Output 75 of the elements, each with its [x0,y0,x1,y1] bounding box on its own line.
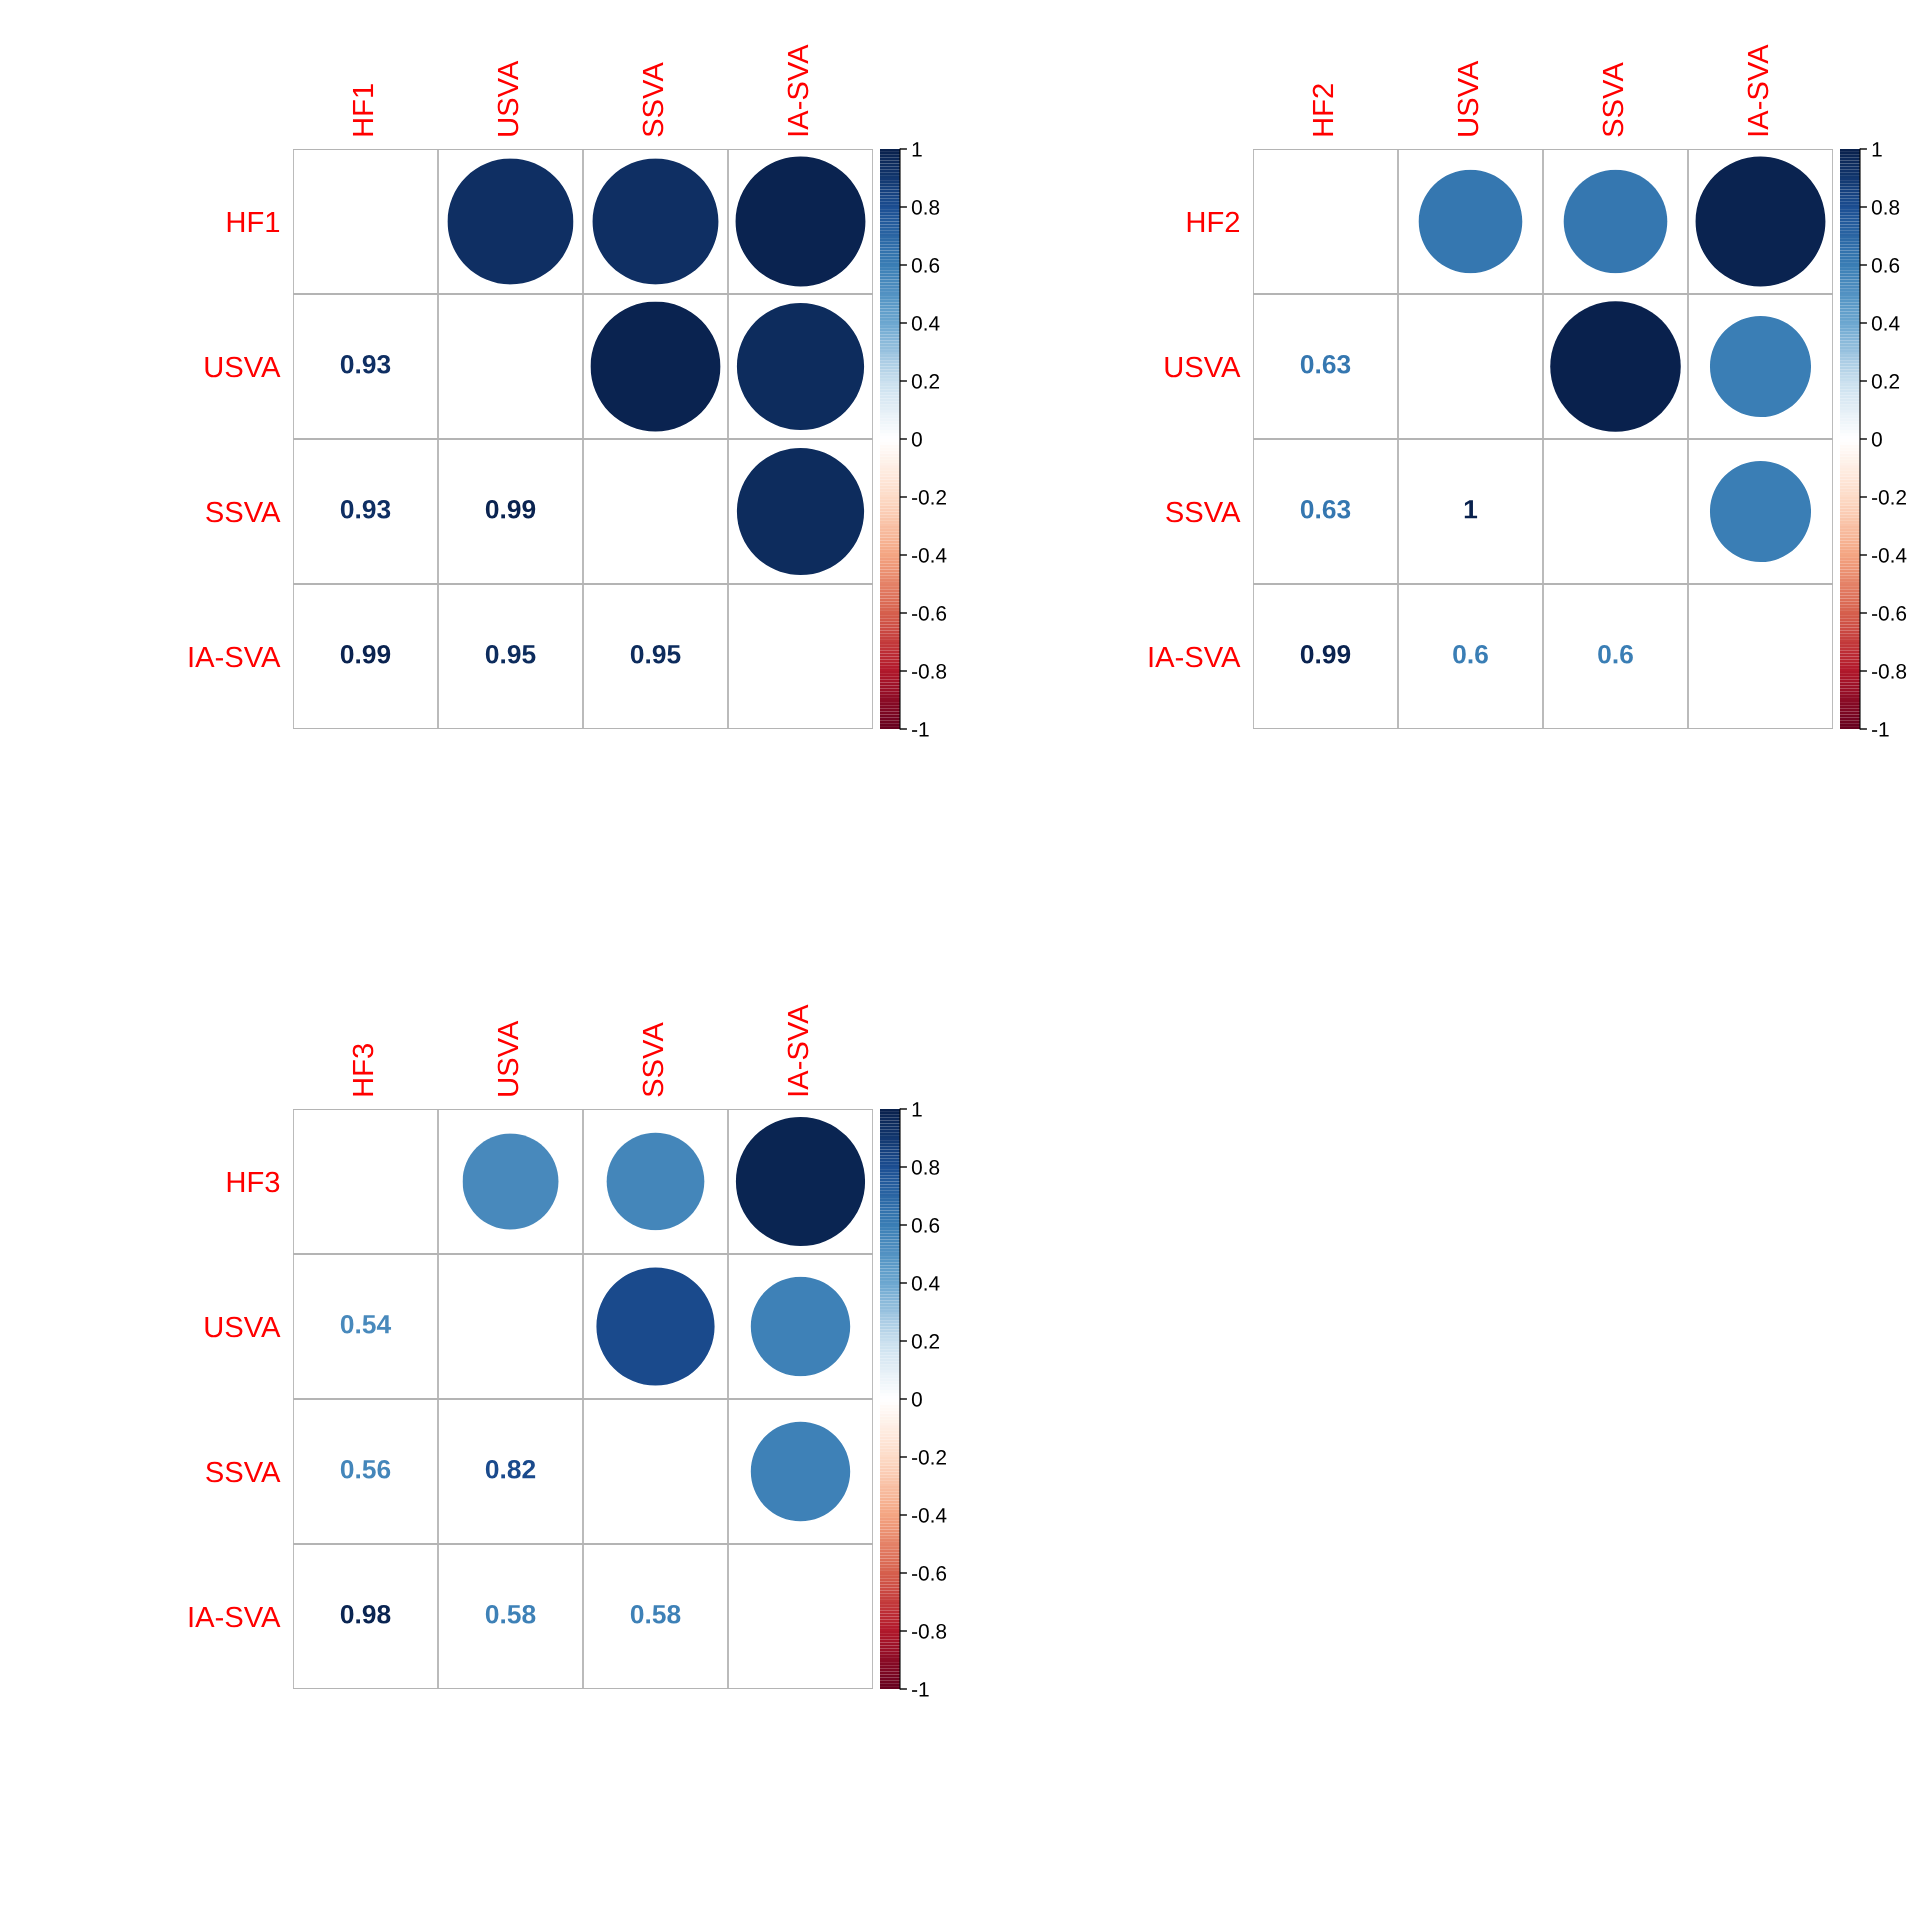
text: 1 [1464,500,1478,519]
color-bar-label: 0.2 [1871,374,1900,389]
y-tick-label: IA-SVA [189,646,281,668]
text: 0.58 [485,1604,536,1624]
color-bar-label: 0.6 [911,1218,940,1233]
color-bar-label: -0.8 [912,664,947,679]
x-tick-label: USVA [497,1020,519,1096]
y-tick-label: USVA [1165,356,1241,378]
text: 0.98 [340,1604,391,1624]
color-bar-label: 0.8 [1871,200,1900,215]
color-bar-label: 0.4 [911,316,940,331]
y-tick-label: USVA [205,356,281,378]
text: 0.63 [1300,499,1351,519]
y-tick-label: SSVA [206,501,281,523]
x-tick-label: USVA [497,60,519,136]
color-bar-label: -1 [1872,722,1889,737]
y-tick-label: HF1 [227,212,280,233]
text: 0.56 [340,1459,391,1479]
color-bar-label: -0.4 [1872,548,1907,563]
x-tick-label: SSVA [1602,62,1624,137]
color-bar-label: -0.8 [1872,664,1907,679]
text: 0.99 [340,644,391,664]
color-bar-label: 0 [911,432,922,447]
color-bar-label: 0.8 [911,200,940,215]
y-tick-label: HF2 [1187,211,1240,233]
x-tick-label: HF2 [1312,84,1334,136]
text: 0.63 [1300,354,1351,374]
text: 0.99 [485,499,536,519]
x-tick-label: HF1 [352,84,374,136]
color-bar-label: 0.6 [1871,258,1900,273]
color-bar-label: -1 [912,722,929,737]
x-tick-label: HF3 [352,1044,374,1096]
color-bar-label: -0.8 [912,1624,947,1639]
x-tick-label: USVA [1457,60,1479,136]
text: 0.6 [1453,644,1488,664]
color-bar-label: 0.2 [911,374,940,389]
y-tick-label: USVA [205,1316,281,1338]
y-tick-label: HF3 [227,1171,280,1193]
text: 0.93 [340,499,391,519]
color-bar-label: 0.2 [911,1334,940,1349]
text: 0.82 [485,1459,536,1479]
text: 0.6 [1598,644,1633,664]
color-bar-label: 1 [1872,142,1882,157]
x-tick-label: IA-SVA [787,44,809,136]
color-bar-label: 0 [1871,432,1882,447]
color-bar-label: 1 [912,1102,922,1117]
color-bar-label: 0.8 [911,1160,940,1175]
color-bar-label: -0.2 [912,1450,946,1465]
color-bar-label: 0 [911,1392,922,1407]
color-bar-label: 0.4 [911,1276,940,1291]
text: 0.95 [630,644,681,664]
y-tick-label: IA-SVA [189,1606,281,1628]
color-bar-label: 0.6 [911,258,940,273]
color-bar-label: -0.6 [1872,606,1907,621]
y-tick-label: SSVA [1166,501,1241,523]
color-bar-label: -0.4 [912,548,947,563]
x-tick-label: SSVA [642,1022,664,1097]
color-bar-label: -0.2 [1872,490,1906,505]
color-bar-label: 1 [912,142,922,157]
color-bar-label: 0.4 [1871,316,1900,331]
text: 0.58 [630,1604,681,1624]
x-tick-label: SSVA [642,62,664,137]
color-bar-label: -0.6 [912,1566,947,1581]
text: 0.54 [340,1314,392,1334]
y-tick-label: IA-SVA [1149,646,1241,668]
text: 0.93 [340,354,391,374]
text: 0.99 [1300,644,1351,664]
color-bar-label: -0.2 [912,490,946,505]
x-tick-label: IA-SVA [787,1004,809,1096]
color-bar-label: -1 [912,1682,929,1697]
color-bar-label: -0.4 [912,1508,947,1523]
y-tick-label: SSVA [206,1461,281,1483]
color-bar-label: -0.6 [912,606,947,621]
x-tick-label: IA-SVA [1747,44,1769,136]
text: 0.95 [485,644,536,664]
